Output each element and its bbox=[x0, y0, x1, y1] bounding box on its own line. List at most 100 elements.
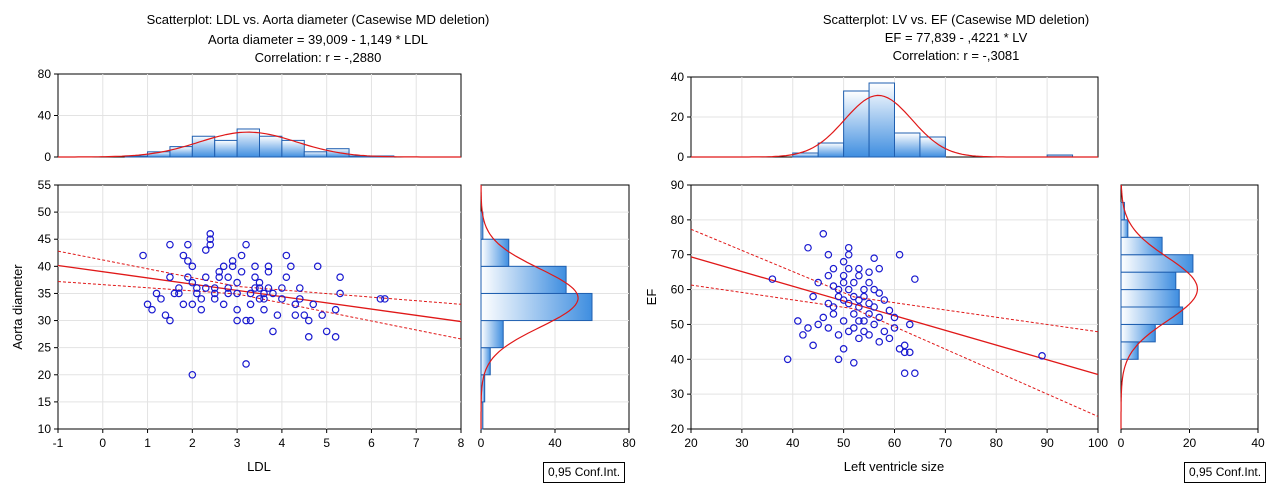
y-tick-label: 30 bbox=[671, 387, 685, 401]
data-point bbox=[246, 289, 255, 298]
top-hist-bar bbox=[214, 139, 238, 158]
data-point bbox=[278, 295, 286, 303]
data-point bbox=[201, 273, 210, 281]
data-point bbox=[911, 275, 919, 283]
y-tick-label: 20 bbox=[38, 368, 52, 382]
ci-upper-line bbox=[690, 228, 1099, 333]
data-point bbox=[237, 251, 246, 260]
data-point bbox=[237, 267, 246, 276]
data-point bbox=[849, 324, 858, 332]
right-hist-xtick-label: 40 bbox=[548, 436, 562, 450]
data-point bbox=[264, 267, 273, 276]
data-point bbox=[210, 289, 219, 298]
right-hist-bar bbox=[480, 265, 567, 294]
data-point bbox=[219, 262, 228, 271]
data-point bbox=[870, 285, 878, 294]
data-point bbox=[336, 273, 344, 281]
data-point bbox=[179, 300, 188, 309]
data-point bbox=[839, 257, 848, 266]
top-hist-ytick-label: 80 bbox=[38, 67, 52, 81]
x-tick-label: 90 bbox=[1040, 436, 1054, 450]
data-point bbox=[322, 327, 331, 336]
data-point bbox=[911, 369, 919, 378]
regression-line bbox=[57, 264, 462, 323]
data-point bbox=[201, 284, 210, 292]
y-axis-label: Aorta diameter bbox=[10, 264, 25, 350]
data-point bbox=[819, 230, 828, 238]
x-tick-label: 70 bbox=[939, 436, 953, 450]
ci-lower-line bbox=[690, 284, 1099, 417]
data-point bbox=[814, 278, 822, 287]
data-point bbox=[166, 273, 174, 281]
data-point bbox=[179, 251, 188, 260]
top-hist-normal-curve bbox=[691, 94, 1098, 158]
data-point bbox=[331, 333, 340, 341]
data-point bbox=[824, 299, 833, 308]
data-point bbox=[242, 360, 250, 368]
data-point bbox=[381, 295, 389, 303]
data-point bbox=[885, 334, 894, 343]
data-point bbox=[870, 254, 878, 263]
data-point bbox=[251, 284, 259, 292]
data-point bbox=[295, 284, 304, 292]
data-point bbox=[242, 240, 250, 249]
right-hist-normal-curve bbox=[480, 185, 579, 429]
data-point bbox=[855, 334, 863, 343]
x-tick-label: 8 bbox=[458, 436, 465, 450]
data-point bbox=[865, 299, 873, 308]
data-point bbox=[849, 310, 858, 318]
top-hist-bar bbox=[868, 82, 895, 158]
data-point bbox=[895, 345, 904, 353]
data-point bbox=[161, 311, 170, 319]
data-point bbox=[834, 355, 843, 364]
right-hist-xtick-label: 20 bbox=[1183, 436, 1197, 450]
data-point bbox=[175, 289, 183, 298]
x-tick-label: 80 bbox=[990, 436, 1004, 450]
right-hist-bar bbox=[1120, 306, 1184, 325]
data-point bbox=[331, 305, 340, 314]
top-hist-ytick-label: 0 bbox=[44, 150, 51, 164]
data-point bbox=[224, 273, 232, 281]
data-point bbox=[295, 295, 304, 303]
data-point bbox=[251, 273, 259, 281]
title-line-2: Correlation: r = -,3081 bbox=[893, 48, 1020, 63]
title-line-0: Scatterplot: LV vs. EF (Casewise MD dele… bbox=[823, 12, 1089, 27]
data-point bbox=[215, 267, 224, 276]
x-tick-label: 40 bbox=[786, 436, 800, 450]
y-tick-label: 45 bbox=[38, 232, 52, 246]
data-point bbox=[783, 355, 792, 364]
data-point bbox=[233, 305, 241, 314]
data-point bbox=[900, 348, 909, 357]
data-point bbox=[255, 295, 264, 303]
data-point bbox=[768, 275, 777, 283]
y-tick-label: 70 bbox=[671, 248, 685, 262]
data-point bbox=[282, 273, 291, 281]
data-point bbox=[900, 369, 909, 378]
y-tick-label: 40 bbox=[671, 352, 685, 366]
data-point bbox=[855, 271, 863, 280]
data-point bbox=[273, 311, 282, 319]
data-point bbox=[870, 303, 878, 311]
data-point bbox=[814, 320, 822, 329]
data-point bbox=[839, 296, 848, 304]
data-point bbox=[844, 327, 853, 336]
data-point bbox=[233, 278, 241, 287]
x-tick-label: 2 bbox=[189, 436, 196, 450]
data-point bbox=[304, 316, 313, 325]
data-point bbox=[206, 235, 215, 244]
x-tick-label: 1 bbox=[144, 436, 151, 450]
data-point bbox=[809, 341, 817, 350]
x-tick-label: 4 bbox=[279, 436, 286, 450]
data-point bbox=[819, 313, 828, 322]
top-hist-bar bbox=[259, 135, 283, 158]
top-hist-bar bbox=[191, 135, 216, 158]
x-tick-label: 7 bbox=[413, 436, 420, 450]
data-point bbox=[844, 264, 853, 273]
right-hist-bar bbox=[1120, 271, 1177, 291]
data-point bbox=[860, 292, 868, 301]
x-tick-label: 60 bbox=[888, 436, 902, 450]
x-tick-label: -1 bbox=[53, 436, 64, 450]
x-tick-label: 30 bbox=[735, 436, 749, 450]
data-point bbox=[184, 257, 192, 265]
